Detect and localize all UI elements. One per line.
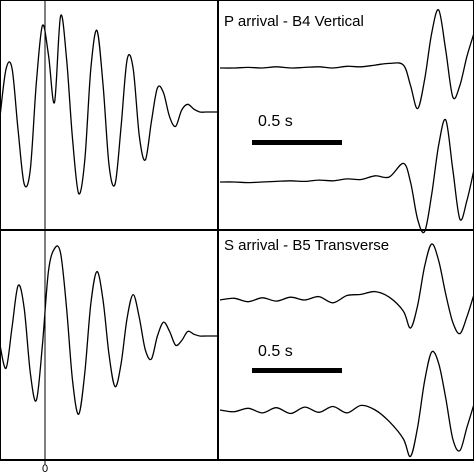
zero-tick-label: 0 bbox=[42, 463, 48, 474]
waveform-traces bbox=[0, 9, 474, 458]
trace-top-left-1 bbox=[0, 14, 218, 195]
panel-frame-top-right bbox=[217, 0, 474, 231]
p-arrival-title: P arrival - B4 Vertical bbox=[224, 13, 364, 30]
trace-top-right-2 bbox=[219, 118, 474, 234]
scale-bar-label-bottom: 0.5 s bbox=[258, 343, 293, 360]
trace-bottom-right-1 bbox=[219, 243, 474, 335]
panel-frame-top-left bbox=[0, 0, 219, 231]
s-arrival-title: S arrival - B5 Transverse bbox=[224, 237, 389, 254]
trace-bottom-left-1 bbox=[0, 245, 218, 415]
trace-top-right-1 bbox=[219, 9, 474, 110]
scale-bar-bottom bbox=[252, 368, 342, 373]
scale-bar-label-top: 0.5 s bbox=[258, 113, 293, 130]
panel-frame-bottom-right bbox=[217, 229, 474, 461]
scale-bar-top bbox=[252, 140, 342, 145]
panel-frame-bottom-left bbox=[0, 229, 219, 461]
trace-bottom-right-2 bbox=[219, 350, 474, 458]
